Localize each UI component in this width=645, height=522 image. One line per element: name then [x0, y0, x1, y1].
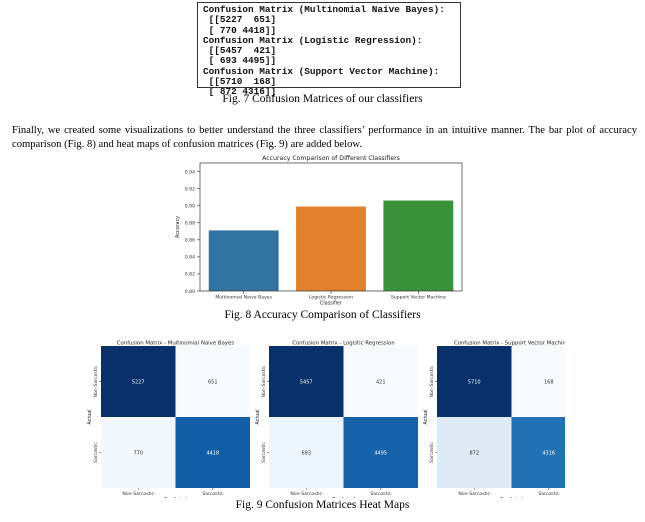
y-tick-label: 0.86	[185, 238, 195, 244]
y-tick-label: 0.92	[185, 186, 195, 192]
x-tick-label: Sarcastic	[370, 491, 391, 497]
heatmap-cell	[343, 417, 418, 488]
x-tick-label: Multinomial Naive Bayes	[215, 295, 272, 301]
code-line: [[5710 168]	[203, 76, 277, 88]
heatmap-cell	[269, 417, 344, 488]
cell-value: 5457	[300, 379, 313, 385]
heatmap-cell	[511, 346, 565, 417]
cell-value: 4418	[206, 450, 219, 456]
body-paragraph: Finally, we created some visualizations …	[12, 125, 637, 150]
heatmap-panel-2: Confusion Matrix - Logistic Regression 54…	[255, 341, 418, 498]
heatmap-cell	[175, 417, 250, 488]
cell-value: 5227	[132, 379, 145, 385]
x-axis-label: Predicted	[500, 497, 523, 498]
y-tick-label: 0.80	[185, 289, 195, 295]
x-tick-label: Sarcastic	[202, 491, 223, 497]
code-line: [ 770 4418]]	[203, 24, 277, 36]
y-tick-label: 0.84	[185, 255, 195, 261]
code-line: Confusion Matrix (Logistic Regression):	[203, 34, 423, 46]
x-axis-label: Classifier	[320, 301, 342, 307]
code-line: [[5227 651]	[203, 14, 277, 26]
code-line: [[5457 421]	[203, 45, 277, 57]
figure-9-caption: Fig. 9 Confusion Matrices Heat Maps	[235, 499, 410, 511]
heatmap-cell	[175, 346, 250, 417]
y-tick-label: Sarcastic	[429, 442, 435, 463]
code-line: [ 693 4495]]	[203, 55, 277, 67]
x-axis-label: Predicted	[332, 497, 355, 498]
y-axis-label: Actual	[423, 409, 429, 424]
x-tick-label: Logistic Regression	[309, 295, 353, 301]
heatmap-cell	[437, 346, 512, 417]
y-tick-label: Non-Sarcastic	[93, 365, 99, 397]
code-line: [ 872 4316]]	[203, 86, 277, 98]
cell-value: 693	[301, 450, 311, 456]
y-tick-label: Non-Sarcastic	[429, 365, 435, 397]
y-axis-label: Accuracy	[175, 216, 181, 238]
heatmap-title: Confusion Matrix - Multinomial Naive Bay…	[117, 341, 235, 347]
cell-value: 4316	[542, 450, 555, 456]
heatmap-cell	[101, 417, 176, 488]
cell-value: 4495	[374, 450, 387, 456]
confusion-heatmaps: Confusion Matrix - Multinomial Naive Bay…	[87, 341, 565, 498]
y-tick-label: Non-Sarcastic	[261, 365, 267, 397]
heatmap-title: Confusion Matrix - Support Vector Machin…	[454, 341, 565, 347]
figure-8-caption: Fig. 8 Accuracy Comparison of Classifier…	[224, 309, 421, 321]
x-tick-label: Support Vector Machine	[391, 295, 446, 301]
x-tick-label: Non-Sarcastic	[458, 491, 490, 497]
code-line: Confusion Matrix (Multinomial Naive Baye…	[203, 4, 445, 15]
y-tick-label: 0.90	[185, 203, 195, 209]
plot-frame	[199, 162, 463, 292]
bar-3	[383, 200, 454, 291]
heatmap-cell	[511, 417, 565, 488]
y-tick-label: 0.82	[185, 272, 195, 278]
cell-value: 421	[376, 379, 386, 385]
bar-1	[208, 230, 279, 291]
heatmap-cell	[437, 417, 512, 488]
cell-value: 872	[469, 450, 479, 456]
x-tick-label: Sarcastic	[538, 491, 559, 497]
cell-value: 168	[544, 379, 554, 385]
accuracy-bar-chart: Accuracy Comparison of Different Classif…	[175, 155, 463, 307]
y-tick-label: Sarcastic	[261, 442, 267, 463]
cell-value: 5710	[468, 379, 481, 385]
x-axis-label: Predicted	[164, 497, 187, 498]
heatmap-title: Confusion Matrix - Logistic Regression	[292, 341, 395, 347]
figure-7-caption: Fig. 7 Confusion Matrices of our classif…	[222, 93, 423, 105]
heatmap-cell	[101, 346, 176, 417]
x-tick-label: Non-Sarcastic	[122, 491, 154, 497]
y-tick-label: 0.88	[185, 221, 195, 227]
y-axis-label: Actual	[87, 409, 93, 424]
cell-value: 651	[208, 379, 218, 385]
chart-title: Accuracy Comparison of Different Classif…	[262, 155, 400, 162]
code-line: Confusion Matrix (Support Vector Machine…	[203, 65, 440, 77]
y-axis-label: Actual	[255, 409, 261, 424]
y-tick-label: Sarcastic	[93, 442, 99, 463]
bar-2	[296, 206, 366, 291]
x-tick-label: Non-Sarcastic	[290, 491, 322, 497]
heatmap-panel-1: Confusion Matrix - Multinomial Naive Bay…	[87, 341, 250, 498]
heatmap-cell	[269, 346, 344, 417]
code-output-box: Confusion Matrix (Multinomial Naive Baye…	[197, 2, 461, 97]
cell-value: 770	[133, 450, 143, 456]
y-tick-label: 0.94	[185, 169, 195, 175]
heatmap-panel-3: Confusion Matrix - Support Vector Machin…	[423, 341, 565, 498]
heatmap-cell	[343, 346, 418, 417]
